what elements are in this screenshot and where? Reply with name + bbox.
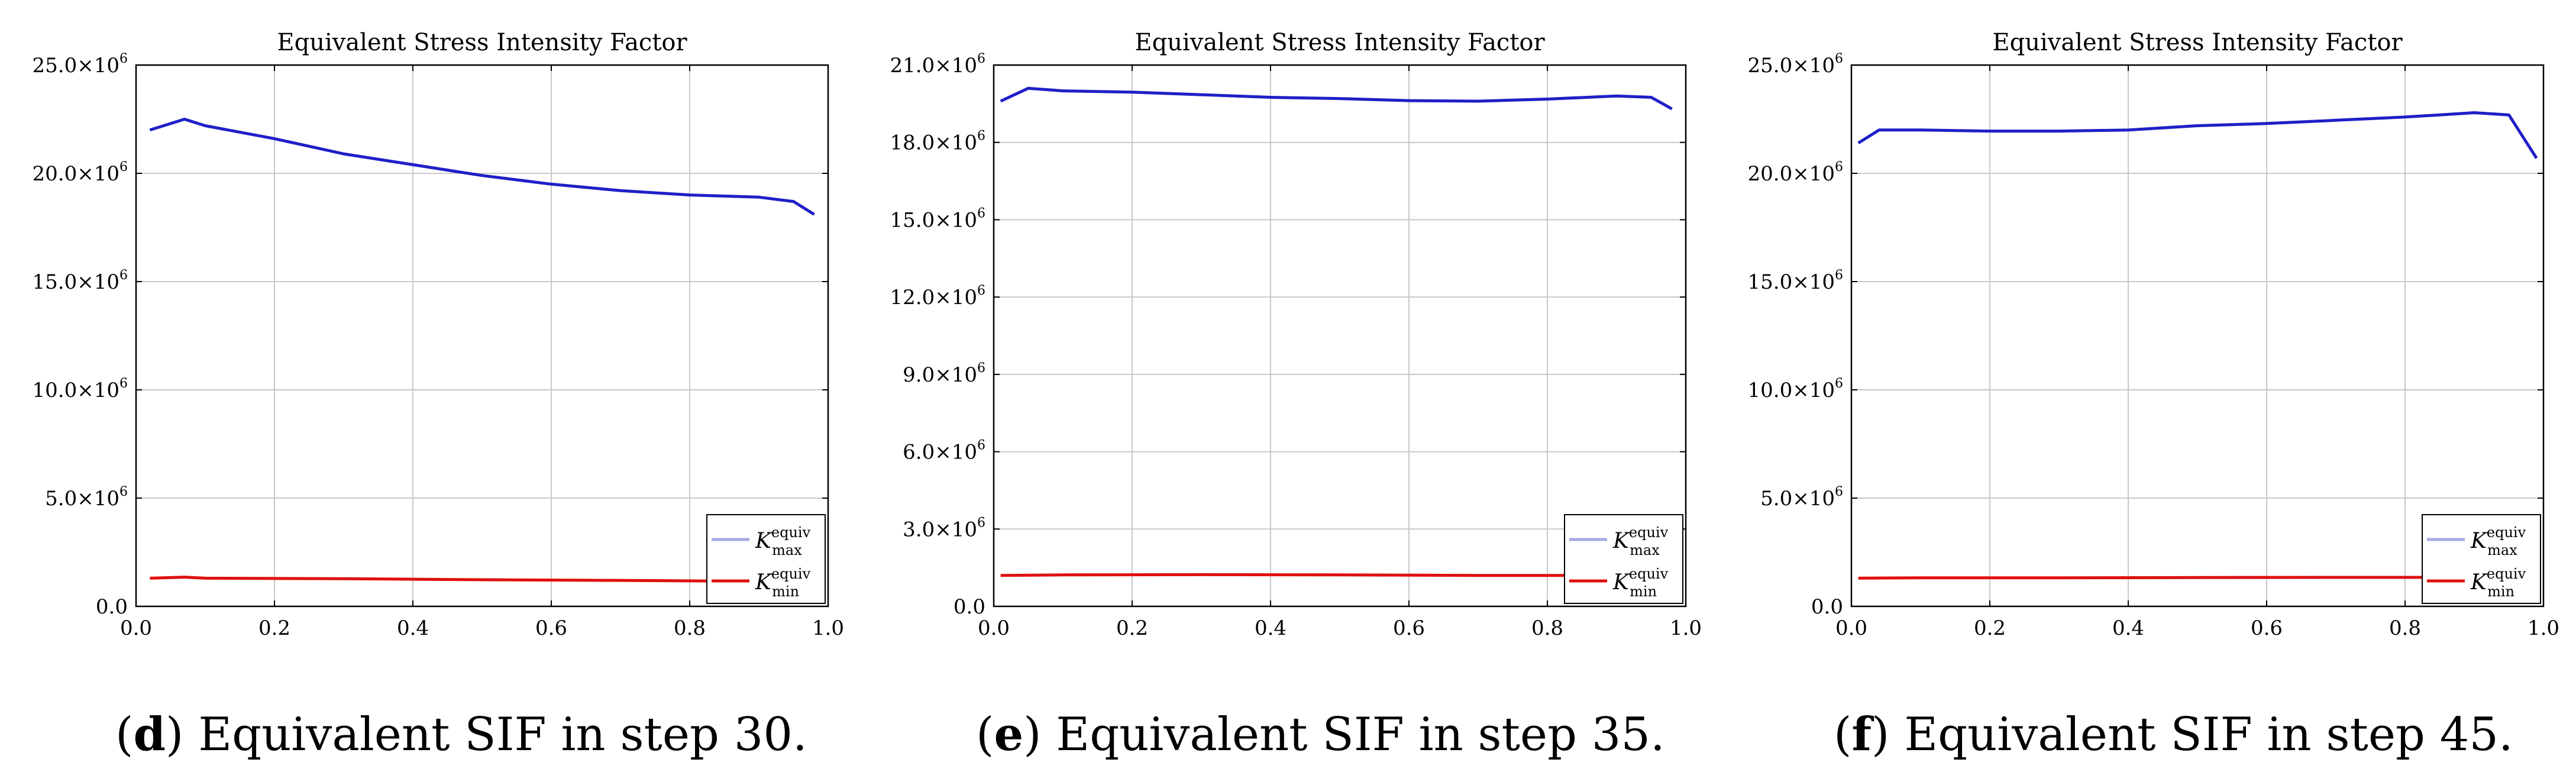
chart-panel-f: Equivalent Stress Intensity Factor 0.0 0.2…	[1748, 29, 2560, 640]
x-tick-label: 0.6	[535, 616, 567, 640]
x-tick-label: 0.2	[1974, 616, 2006, 640]
y-tick-label: 15.0×106	[33, 268, 128, 294]
x-tick-label: 0.2	[258, 616, 290, 640]
legend-box	[1564, 514, 1683, 604]
plot-frame	[993, 64, 1687, 608]
caption-f: (f) Equivalent SIF in step 45.	[1834, 708, 2513, 761]
y-tick-label: 21.0×106	[890, 51, 985, 77]
series-line-max	[1857, 111, 2538, 159]
legend-label-min: Kequiv min	[1612, 566, 1669, 600]
legend-label-max: Kequiv max	[2470, 524, 2526, 558]
legend-label-min: Kequiv min	[755, 566, 811, 600]
y-tick-label: 3.0×106	[903, 515, 985, 541]
legend-label-min: Kequiv min	[2470, 566, 2526, 600]
y-tick-label: 18.0×106	[890, 129, 985, 155]
legend-box	[2422, 514, 2541, 604]
y-tick-label: 15.0×106	[1748, 268, 1843, 294]
plot-frame	[135, 64, 829, 608]
x-tick-label: 0.2	[1116, 616, 1148, 640]
chart-title: Equivalent Stress Intensity Factor	[1992, 29, 2403, 56]
legend-box	[706, 514, 826, 604]
x-tick-label: 1.0	[1670, 616, 1702, 640]
x-tick-label: 0.0	[1835, 616, 1867, 640]
y-tick-label: 20.0×106	[33, 160, 128, 186]
plot-frame	[1850, 64, 2545, 608]
x-tick-label: 0.4	[1255, 616, 1287, 640]
legend: Kequiv max Kequiv min	[2422, 514, 2541, 604]
y-tick-label: 15.0×106	[890, 206, 985, 232]
y-tick-label: 5.0×106	[45, 484, 128, 511]
y-tick-label: 9.0×106	[903, 361, 985, 387]
chart-panel-d: Equivalent Stress Intensity Factor 0.0 0.2…	[33, 29, 845, 640]
chart-panel-e: Equivalent Stress Intensity Factor 0.0 0.2…	[890, 29, 1702, 640]
x-tick-label: 0.4	[397, 616, 429, 640]
y-tick-label: 6.0×106	[903, 438, 985, 464]
y-tick-label: 20.0×106	[1748, 160, 1843, 186]
legend: Kequiv max Kequiv min	[1564, 514, 1683, 604]
x-tick-label: 0.0	[978, 616, 1010, 640]
x-tick-label: 1.0	[2527, 616, 2559, 640]
y-tick-label: 12.0×106	[890, 283, 985, 309]
x-tick-label: 1.0	[812, 616, 844, 640]
y-tick-label: 0.0	[1811, 595, 1843, 619]
x-tick-label: 0.8	[1531, 616, 1563, 640]
legend-label-max: Kequiv max	[755, 524, 811, 558]
x-tick-label: 0.6	[1393, 616, 1425, 640]
y-tick-label: 25.0×106	[33, 51, 128, 77]
x-tick-label: 0.4	[2112, 616, 2144, 640]
y-tick-label: 10.0×106	[1748, 376, 1843, 402]
legend: Kequiv max Kequiv min	[706, 514, 826, 604]
chart-title: Equivalent Stress Intensity Factor	[1135, 29, 1545, 56]
chart-title: Equivalent Stress Intensity Factor	[277, 29, 687, 56]
y-tick-label: 10.0×106	[33, 376, 128, 402]
y-tick-label: 0.0	[96, 595, 128, 619]
x-tick-label: 0.8	[2389, 616, 2421, 640]
y-tick-label: 0.0	[954, 595, 985, 619]
legend-label-max: Kequiv max	[1612, 524, 1669, 558]
y-tick-label: 5.0×106	[1760, 484, 1843, 511]
x-tick-label: 0.6	[2251, 616, 2283, 640]
x-tick-label: 0.0	[120, 616, 152, 640]
x-tick-label: 0.8	[674, 616, 706, 640]
caption-e: (e) Equivalent SIF in step 35.	[976, 708, 1665, 761]
y-tick-label: 25.0×106	[1748, 51, 1843, 77]
caption-d: (d) Equivalent SIF in step 30.	[115, 708, 807, 761]
